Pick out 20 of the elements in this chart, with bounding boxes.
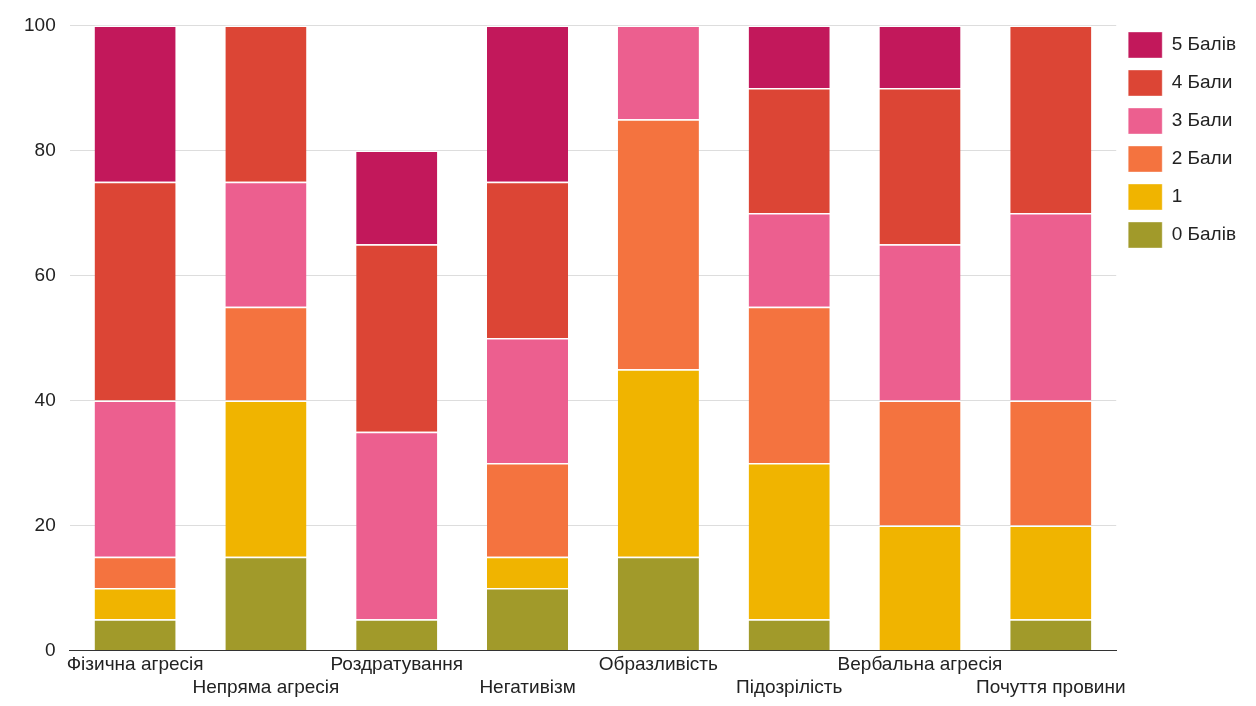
y-tick-label: 0 <box>45 638 56 660</box>
x-tick-label: Підозрілість <box>736 675 843 697</box>
x-tick-label: Вербальна агресія <box>837 653 1003 675</box>
x-tick-label: Фізична агресія <box>66 653 204 675</box>
x-tick-label: Непряма агресія <box>192 675 340 697</box>
x-tick-label: Почуття провини <box>976 675 1126 697</box>
y-tick-label: 60 <box>34 263 56 285</box>
legend-label: 0 Балів <box>1171 223 1237 245</box>
legend-label: 1 <box>1171 185 1183 207</box>
x-tick-label: Роздратування <box>330 653 463 675</box>
x-tick-label: Образливість <box>598 653 719 675</box>
y-tick-label: 80 <box>34 138 56 160</box>
legend-label: 5 Балів <box>1171 33 1237 55</box>
x-tick-label: Негативізм <box>479 675 576 697</box>
y-tick-label: 100 <box>24 13 56 35</box>
legend-label: 4 Бали <box>1171 71 1233 93</box>
y-tick-label: 20 <box>34 513 56 535</box>
y-tick-label: 40 <box>34 388 56 410</box>
legend-label: 3 Бали <box>1171 109 1233 131</box>
legend-label: 2 Бали <box>1171 147 1233 169</box>
